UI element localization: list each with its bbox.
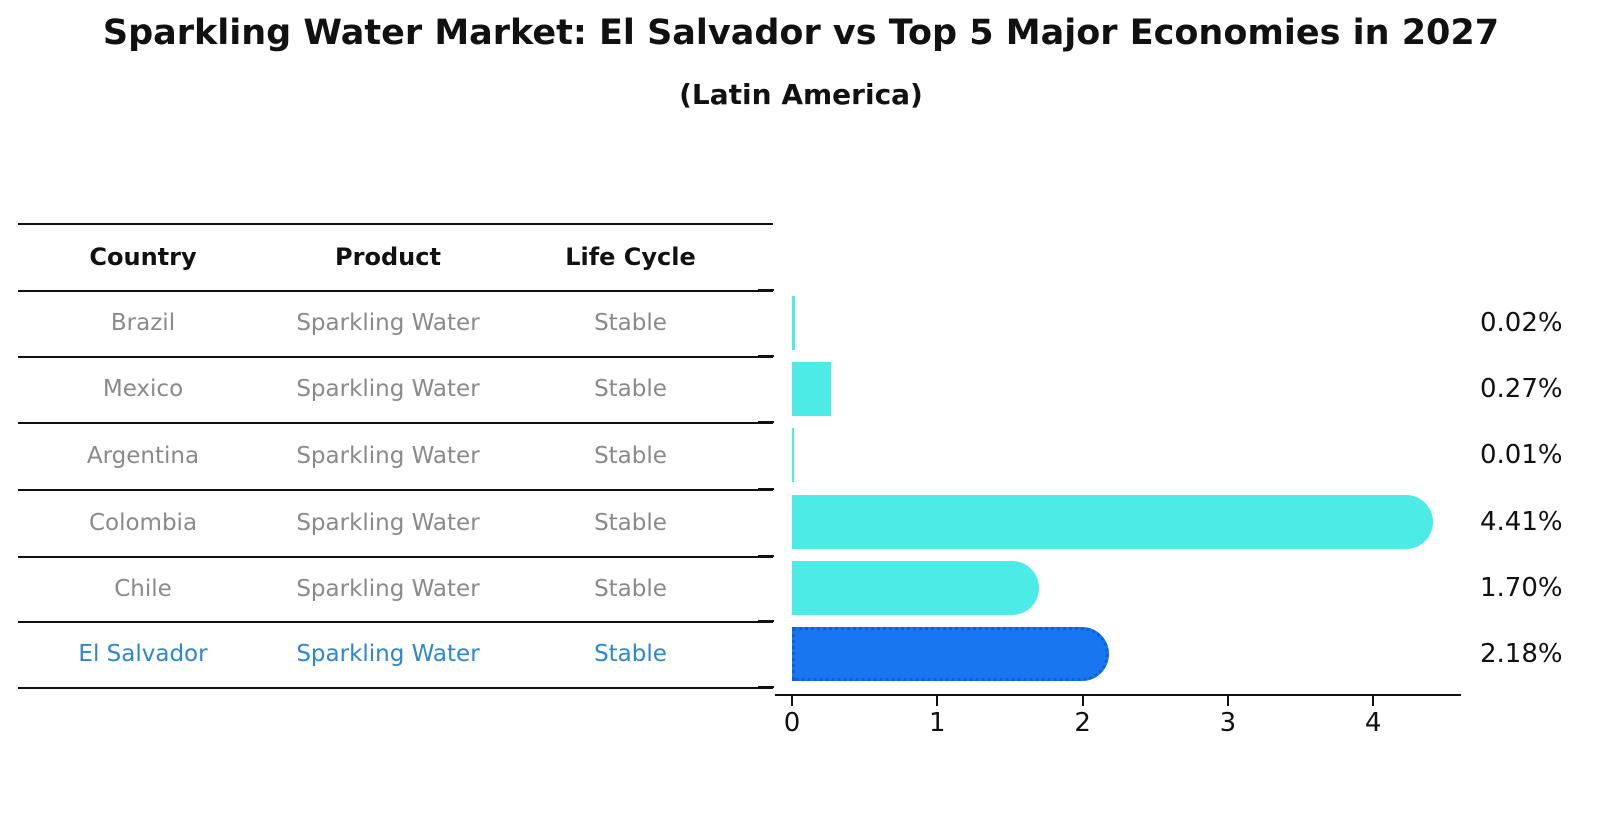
chart-title: Sparkling Water Market: El Salvador vs T… [102, 13, 1500, 53]
table-cell-life_cycle: Stable [594, 509, 667, 536]
table-cell-life_cycle: Stable [594, 310, 667, 336]
table-cell-product: Sparkling Water [296, 376, 480, 402]
bar-mexico [792, 362, 831, 416]
bar-value-label: 1.70% [1480, 573, 1563, 603]
table-cell-country: El Salvador [78, 641, 208, 667]
table-cell-product: Sparkling Water [296, 575, 480, 602]
bar-chile [792, 561, 1039, 615]
x-tick-label: 0 [783, 708, 801, 738]
y-tick-mark [758, 620, 774, 622]
x-tick-mark [1081, 694, 1084, 706]
y-tick-mark [758, 355, 774, 357]
table-rule [18, 290, 773, 292]
table-header-product: Product [335, 242, 441, 271]
bar-colombia [792, 495, 1433, 549]
bar-brazil [792, 296, 795, 350]
table-cell-country: Brazil [110, 310, 176, 336]
x-tick-mark [1372, 694, 1375, 706]
bar-value-label: 0.02% [1480, 308, 1563, 338]
table-cell-life_cycle: Stable [594, 376, 667, 402]
table-rule [18, 223, 773, 225]
x-tick-label: 4 [1364, 708, 1382, 738]
table-cell-product: Sparkling Water [296, 641, 480, 667]
table-rule [18, 422, 773, 424]
bar-el-salvador [792, 627, 1109, 681]
x-axis-line [775, 694, 1461, 696]
x-tick-label: 3 [1219, 708, 1237, 738]
table-cell-life_cycle: Stable [594, 575, 667, 602]
table-header-country: Country [89, 242, 197, 271]
y-tick-mark [758, 289, 774, 291]
y-tick-mark [758, 488, 774, 490]
table-cell-country: Chile [114, 575, 172, 602]
table-rule [18, 356, 773, 358]
bar-value-label: 2.18% [1480, 639, 1563, 669]
chart-subtitle: (Latin America) [679, 78, 923, 111]
table-cell-product: Sparkling Water [296, 509, 480, 536]
x-tick-mark [791, 694, 793, 706]
bar-value-label: 4.41% [1480, 507, 1563, 537]
table-cell-life_cycle: Stable [594, 641, 667, 667]
table-cell-country: Mexico [102, 376, 184, 402]
y-tick-mark [758, 686, 774, 688]
table-rule [18, 556, 773, 558]
bar-argentina [792, 428, 794, 482]
y-tick-mark [758, 421, 774, 423]
table-cell-country: Colombia [88, 509, 198, 536]
x-tick-mark [936, 694, 939, 706]
table-rule [18, 687, 773, 689]
bar-value-label: 0.01% [1480, 440, 1563, 470]
x-tick-label: 1 [929, 708, 946, 738]
table-cell-country: Argentina [86, 442, 200, 469]
bar-value-label: 0.27% [1480, 374, 1563, 404]
table-rule [18, 621, 773, 623]
table-rule [18, 489, 773, 491]
x-tick-label: 2 [1074, 708, 1091, 738]
x-tick-mark [1226, 694, 1229, 706]
table-header-life-cycle: Life Cycle [565, 242, 696, 271]
table-cell-life_cycle: Stable [594, 442, 667, 469]
table-cell-product: Sparkling Water [296, 442, 480, 469]
table-cell-product: Sparkling Water [296, 310, 480, 336]
y-tick-mark [758, 555, 774, 557]
